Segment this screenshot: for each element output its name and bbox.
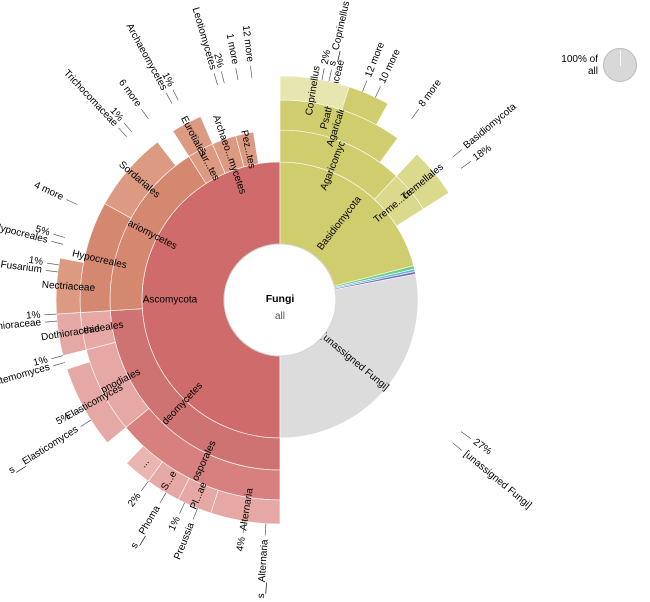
outer-leader-0 [264, 523, 267, 536]
center-title: Fungi [266, 293, 295, 305]
outer-label-1: 4% [235, 536, 248, 552]
ring3-segment-4[interactable] [104, 141, 177, 219]
center-subtitle: all [275, 311, 285, 322]
outer-leader-1 [242, 521, 246, 534]
outer-leader-20 [166, 93, 173, 104]
outer-leader-25 [250, 65, 253, 78]
center-node[interactable]: Fungi all [223, 243, 337, 357]
ring4-segment-4[interactable] [66, 361, 127, 444]
outer-label-19: 6 more [116, 78, 143, 110]
outer-leader-29 [375, 86, 381, 98]
outer-label-13: 1% [28, 255, 44, 268]
outer-leader-34 [452, 442, 463, 451]
ring3-segment-5[interactable] [172, 116, 213, 157]
outer-label-15: 5% [34, 224, 51, 239]
outer-label-30: 8 more [417, 77, 444, 109]
outer-leader-28 [362, 80, 368, 92]
outer-leader-6 [80, 419, 92, 427]
outer-leader-5 [141, 481, 149, 492]
outer-label-26: 2% [320, 49, 334, 65]
outer-leader-19 [141, 108, 149, 119]
outer-label-31: Basidiomycota [462, 101, 519, 151]
outer-leader-7 [73, 407, 84, 414]
overview-circle[interactable] [603, 48, 637, 82]
outer-label-3: 1% [167, 515, 183, 533]
overview-label-line1: 100% of [561, 54, 598, 65]
outer-leader-11 [44, 313, 57, 316]
outer-leader-9 [51, 355, 64, 359]
outer-label-5: 2% [126, 491, 143, 509]
outer-label-11: 1% [26, 310, 41, 322]
outer-leader-30 [411, 108, 419, 119]
outer-leader-22 [213, 73, 218, 85]
outer-label-0: s__Alternaria [256, 539, 271, 599]
outer-leader-33 [461, 431, 472, 439]
outer-leader-4 [159, 492, 167, 504]
outer-leader-13 [46, 262, 59, 266]
outer-label-4: s__Phoma [129, 503, 163, 550]
outer-label-9: 1% [32, 354, 49, 368]
outer-leader-12 [45, 270, 58, 273]
ring3-segment-7[interactable] [395, 153, 450, 210]
outer-label-25: 12 more [240, 25, 256, 63]
outer-leader-27 [328, 69, 332, 82]
overview-tick [620, 51, 621, 66]
outer-leader-21 [172, 89, 179, 101]
outer-label-16: 4 more [32, 180, 65, 203]
ring4-segment-3[interactable] [126, 445, 163, 482]
outer-label-17: Trichocomaceae [61, 68, 120, 129]
outer-leader-31 [452, 149, 463, 158]
outer-leader-23 [221, 71, 225, 84]
ring4-segment-6[interactable] [55, 257, 84, 315]
outer-leader-2 [192, 508, 198, 520]
outer-leader-8 [53, 362, 65, 367]
outer-label-23: 2% [211, 52, 225, 69]
outer-label-24: 1 more [224, 33, 241, 66]
outer-label-27: s__Coprinellus [327, 0, 352, 67]
outer-leader-14 [51, 241, 64, 245]
outer-leader-10 [45, 320, 58, 323]
outer-label-34: [unassigned Fungi] [461, 449, 533, 511]
outer-leader-24 [235, 68, 239, 81]
outer-leader-32 [461, 161, 472, 169]
outer-label-20: Archaeomycetes [124, 22, 170, 93]
overview-label: 100% of all [548, 54, 598, 78]
overview-widget[interactable]: 100% of all [548, 48, 643, 88]
ring4-segment-8[interactable] [279, 75, 350, 111]
outer-leader-26 [321, 68, 325, 81]
outer-leader-18 [123, 122, 133, 133]
outer-label-8: s__Meristemomyces [0, 362, 51, 398]
ring1-label-0: Ascomycota [143, 295, 198, 306]
outer-label-6: s__Elasticomyces [7, 424, 80, 476]
outer-leader-16 [66, 199, 78, 205]
outer-leader-3 [179, 502, 185, 514]
outer-leader-17 [118, 127, 127, 137]
center-circle[interactable] [223, 243, 337, 357]
overview-label-line2: all [587, 66, 598, 77]
ring2-segment-4[interactable] [235, 131, 259, 168]
outer-leader-15 [53, 233, 65, 238]
ring4-label-6: Nectriaceae [41, 280, 95, 294]
outer-label-12: Fusarium [0, 259, 43, 275]
